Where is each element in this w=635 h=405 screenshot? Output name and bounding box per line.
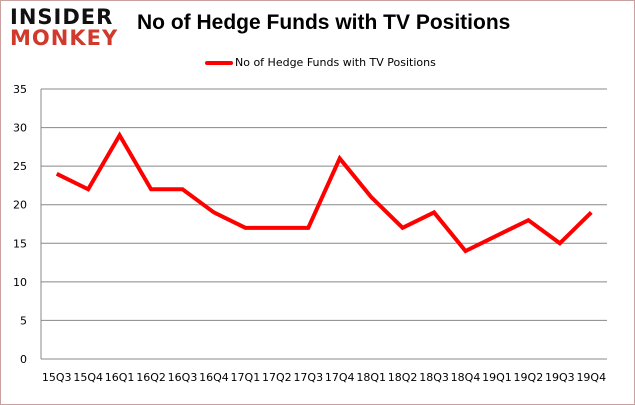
y-tick-label: 30 [13,122,27,135]
insider-monkey-logo: INSIDER MONKEY [10,7,120,51]
x-tick-label: 17Q3 [293,371,323,384]
x-tick-label: 19Q2 [514,371,544,384]
x-tick-label: 18Q1 [356,371,386,384]
x-tick-label: 17Q1 [231,371,261,384]
x-tick-label: 15Q4 [73,371,103,384]
x-tick-label: 16Q1 [105,371,135,384]
legend-swatch [205,60,233,65]
chart-title: No of Hedge Funds with TV Positions [137,11,511,34]
y-tick-label: 0 [20,353,27,366]
x-tick-label: 16Q3 [168,371,198,384]
x-tick-label: 17Q4 [325,371,355,384]
x-tick-label: 16Q4 [199,371,229,384]
x-tick-label: 19Q1 [482,371,512,384]
legend: No of Hedge Funds with TV Positions [205,56,436,69]
logo-line1: INSIDER [10,5,114,29]
x-tick-label: 15Q3 [42,371,72,384]
x-tick-label: 18Q2 [388,371,418,384]
x-tick-label: 19Q4 [576,371,606,384]
x-tick-label: 19Q3 [545,371,575,384]
legend-label: No of Hedge Funds with TV Positions [235,56,436,69]
series-line [55,131,593,254]
x-tick-label: 17Q2 [262,371,292,384]
y-tick-label: 15 [13,237,27,250]
y-tick-label: 5 [20,314,27,327]
x-tick-label: 18Q4 [451,371,481,384]
logo-line2: MONKEY [10,26,119,50]
y-tick-label: 35 [13,83,27,96]
x-tick-label: 16Q2 [136,371,166,384]
x-tick-label: 18Q3 [419,371,449,384]
y-tick-label: 20 [13,199,27,212]
y-tick-label: 10 [13,276,27,289]
y-tick-label: 25 [13,160,27,173]
